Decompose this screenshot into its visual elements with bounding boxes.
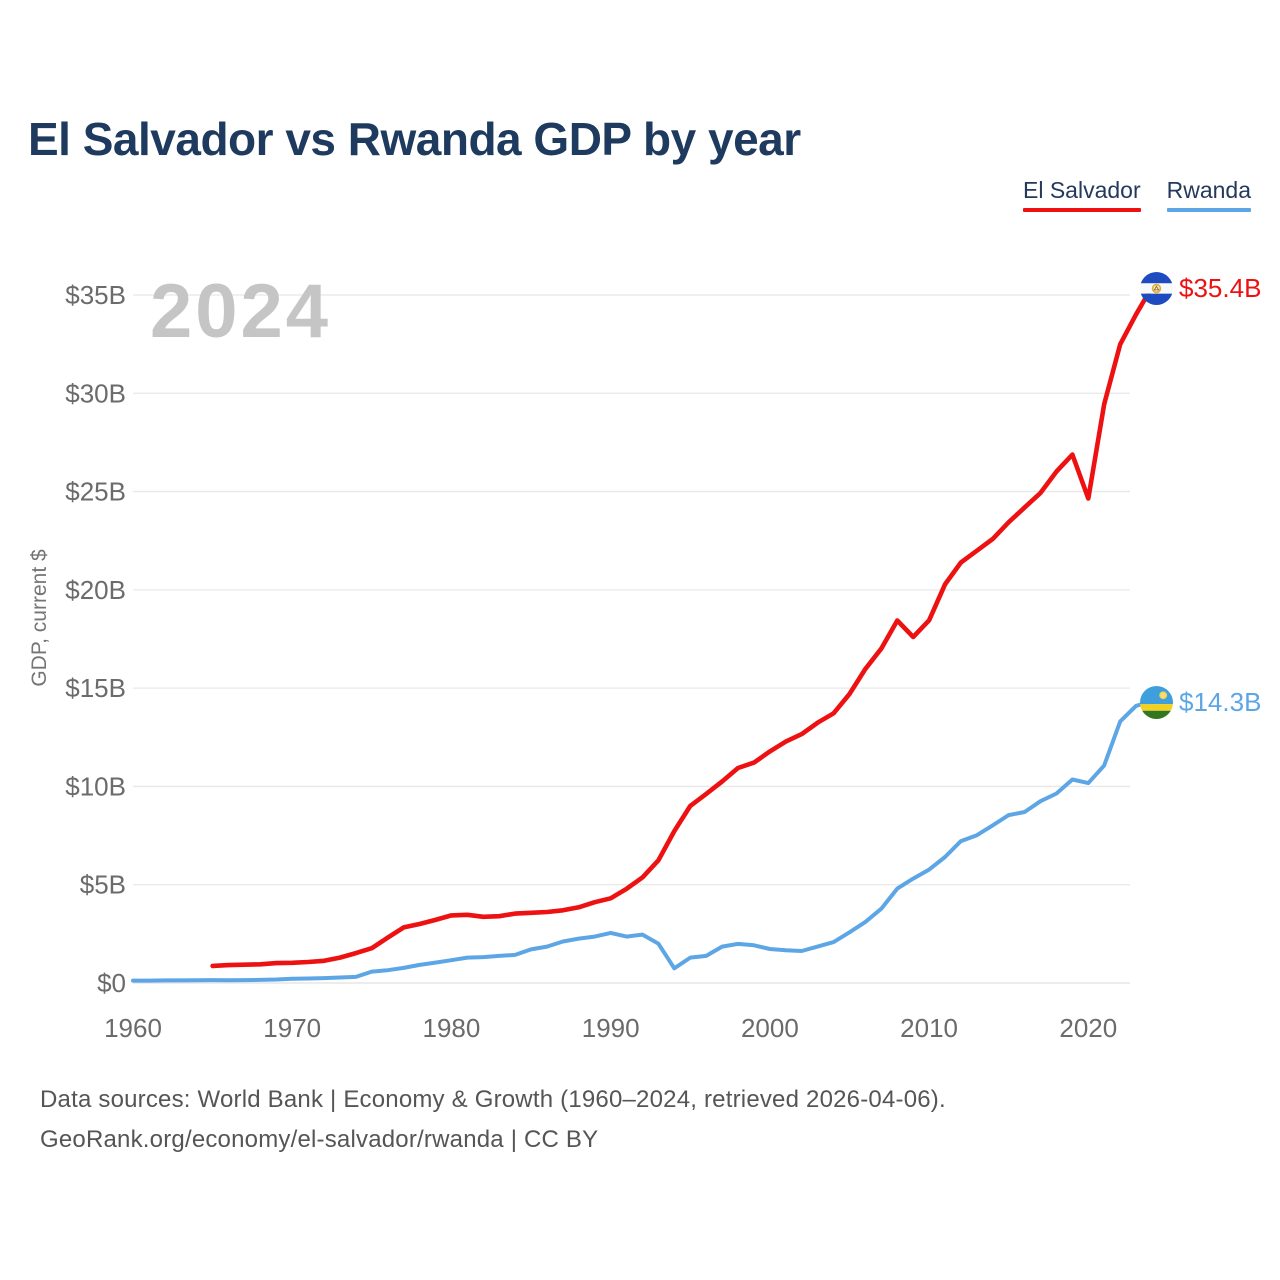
year-watermark: 2024: [150, 269, 332, 354]
page-title: El Salvador vs Rwanda GDP by year: [28, 113, 801, 165]
y-tick-label: $20B: [65, 575, 126, 605]
y-tick-label: $30B: [65, 378, 126, 408]
rwanda-flag-icon: [1140, 686, 1173, 719]
x-tick-label: 1970: [263, 1013, 321, 1043]
legend-label-rwanda: Rwanda: [1166, 177, 1251, 203]
legend-item-el-salvador[interactable]: El Salvador: [1022, 177, 1141, 212]
y-tick-label: $35B: [65, 280, 126, 310]
y-tick-label: $5B: [80, 870, 126, 900]
y-tick-label: $10B: [65, 771, 126, 801]
footer-sources-line: Data sources: World Bank | Economy & Gro…: [40, 1086, 946, 1113]
el-salvador-flag-icon: [1140, 272, 1173, 305]
legend-item-rwanda[interactable]: Rwanda: [1166, 177, 1251, 212]
rwanda-end-value-label: $14.3B: [1179, 687, 1262, 717]
x-tick-label: 1960: [104, 1013, 162, 1043]
footer: Data sources: World Bank | Economy & Gro…: [40, 1080, 946, 1160]
y-axis-title: GDP, current $: [28, 549, 51, 687]
x-tick-label: 2020: [1059, 1013, 1117, 1043]
x-tick-label: 1980: [423, 1013, 481, 1043]
y-tick-label: $0: [97, 968, 126, 998]
x-tick-label: 1990: [582, 1013, 640, 1043]
y-tick-label: $15B: [65, 673, 126, 703]
footer-attribution-line: GeoRank.org/economy/el-salvador/rwanda |…: [40, 1126, 599, 1153]
legend: El Salvador Rwanda: [1022, 177, 1251, 212]
x-tick-label: 2010: [900, 1013, 958, 1043]
legend-underline-rwanda: [1166, 208, 1251, 212]
series-line-rwanda[interactable]: [131, 699, 1154, 983]
el-salvador-end-value-label: $35.4B: [1179, 273, 1262, 303]
legend-label-el-salvador: El Salvador: [1022, 177, 1141, 203]
y-tick-label: $25B: [65, 477, 126, 507]
series-line-el-salvador[interactable]: [210, 284, 1155, 969]
x-tick-label: 2000: [741, 1013, 799, 1043]
legend-underline-el-salvador: [1022, 208, 1141, 212]
